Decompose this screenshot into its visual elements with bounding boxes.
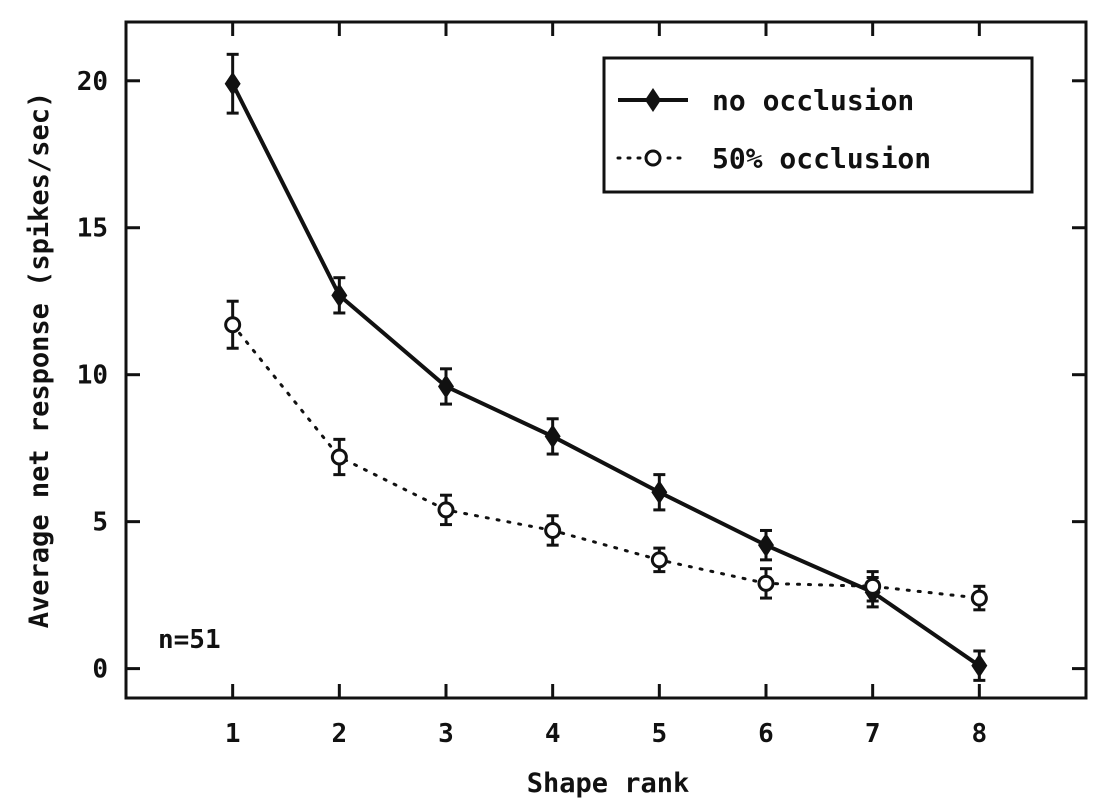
x-axis-ticks: 1 2 3 4 5 6 7 8 [225, 22, 987, 749]
legend-label-no-occlusion: no occlusion [712, 84, 914, 117]
point-50-occlusion-1 [224, 316, 242, 334]
point-no-occlusion-8 [971, 653, 988, 678]
point-50-occlusion-5 [650, 551, 668, 569]
point-50-occlusion-6 [757, 574, 775, 592]
series-line-no-occlusion [230, 82, 981, 668]
x-tick-label-6: 6 [758, 719, 774, 749]
point-no-occlusion-5 [651, 480, 668, 505]
y-tick-label-5: 5 [92, 508, 108, 538]
legend: no occlusion 50% occlusion [602, 56, 1034, 194]
y-tick-label-0: 0 [92, 655, 108, 685]
point-no-occlusion-3 [438, 374, 454, 399]
legend-marker-no-occlusion [645, 88, 661, 112]
x-tick-label-4: 4 [545, 719, 561, 749]
y-axis-ticks: 0 5 10 15 20 [77, 67, 1086, 685]
legend-label-50-occlusion: 50% occlusion [712, 142, 931, 175]
x-tick-label-7: 7 [865, 719, 881, 749]
y-tick-label-20: 20 [77, 67, 108, 97]
point-no-occlusion-6 [758, 533, 774, 558]
x-axis-label: Shape rank [527, 768, 690, 799]
y-tick-label-10: 10 [77, 361, 108, 391]
x-tick-label-8: 8 [972, 719, 988, 749]
point-50-occlusion-3 [437, 501, 455, 519]
point-50-occlusion-7 [864, 577, 882, 595]
point-50-occlusion-8 [970, 589, 988, 607]
point-50-occlusion-2 [330, 448, 348, 466]
y-tick-label-15: 15 [77, 214, 108, 244]
point-no-occlusion-2 [331, 283, 348, 308]
legend-box [602, 56, 1034, 194]
point-no-occlusion-4 [544, 424, 561, 449]
y-axis-label: Average net response (spikes/sec) [24, 92, 55, 628]
legend-marker-50-occlusion [644, 149, 662, 167]
series-layer [224, 52, 988, 682]
plot-frame [124, 20, 1088, 700]
x-tick-label-1: 1 [225, 719, 241, 749]
x-tick-label-3: 3 [438, 719, 454, 749]
sample-size-annotation: n=51 [158, 625, 221, 655]
x-tick-label-2: 2 [332, 719, 348, 749]
point-no-occlusion-1 [224, 71, 241, 96]
point-50-occlusion-4 [544, 521, 562, 539]
series-line-50-occlusion [231, 323, 981, 600]
x-tick-label-5: 5 [652, 719, 668, 749]
